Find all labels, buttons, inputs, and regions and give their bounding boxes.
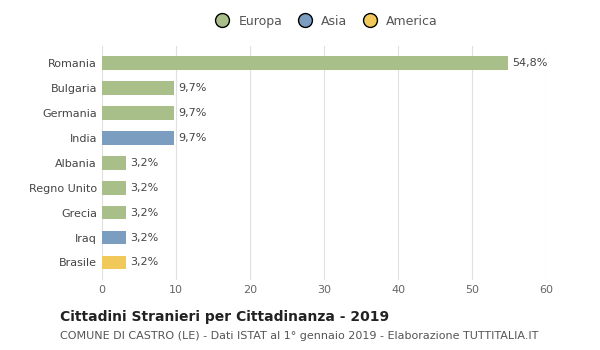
Legend: Europa, Asia, America: Europa, Asia, America bbox=[205, 9, 443, 33]
Bar bbox=[102, 56, 508, 70]
Text: 9,7%: 9,7% bbox=[178, 108, 206, 118]
Text: COMUNE DI CASTRO (LE) - Dati ISTAT al 1° gennaio 2019 - Elaborazione TUTTITALIA.: COMUNE DI CASTRO (LE) - Dati ISTAT al 1°… bbox=[60, 331, 538, 341]
Bar bbox=[102, 231, 125, 244]
Text: 3,2%: 3,2% bbox=[130, 208, 158, 218]
Text: 54,8%: 54,8% bbox=[512, 58, 547, 68]
Bar bbox=[102, 106, 174, 120]
Bar bbox=[102, 156, 125, 170]
Bar bbox=[102, 181, 125, 195]
Text: 3,2%: 3,2% bbox=[130, 183, 158, 193]
Bar bbox=[102, 206, 125, 219]
Bar bbox=[102, 131, 174, 145]
Text: Cittadini Stranieri per Cittadinanza - 2019: Cittadini Stranieri per Cittadinanza - 2… bbox=[60, 310, 389, 324]
Text: 3,2%: 3,2% bbox=[130, 158, 158, 168]
Text: 3,2%: 3,2% bbox=[130, 258, 158, 267]
Text: 9,7%: 9,7% bbox=[178, 83, 206, 93]
Bar bbox=[102, 256, 125, 270]
Text: 3,2%: 3,2% bbox=[130, 232, 158, 243]
Bar bbox=[102, 81, 174, 95]
Text: 9,7%: 9,7% bbox=[178, 133, 206, 143]
